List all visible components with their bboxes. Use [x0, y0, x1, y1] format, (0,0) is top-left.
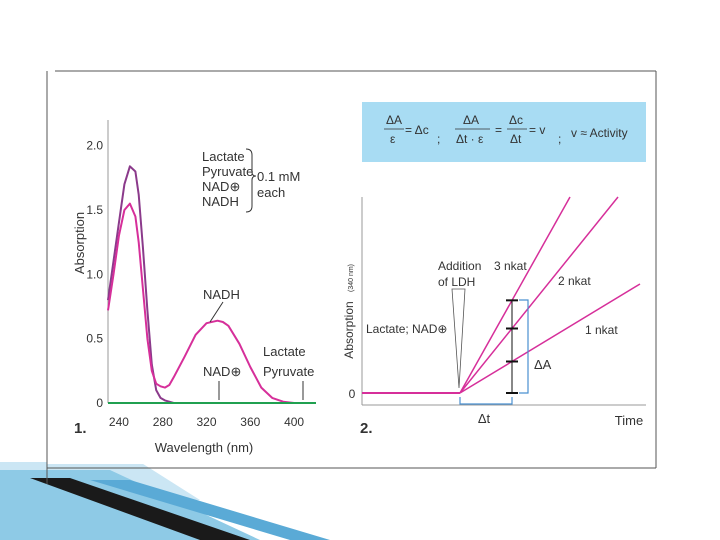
spectrum-chart: 0 0.5 1.0 1.5 2.0 240 280 320 360 400 Absorption… [72, 120, 316, 455]
legend-item-nad: NAD⊕ [202, 179, 240, 194]
formula-box: ΔA ε = Δc ; ΔA Δt · ε = Δc Δt = v ; v ≈ … [362, 102, 646, 162]
x-tick-label: 280 [153, 415, 173, 429]
legend-brace [245, 148, 257, 213]
rate-label: 2 nkat [558, 274, 591, 288]
y-axis-label: Absorption [72, 212, 87, 274]
y-tick-label: 1.5 [86, 203, 103, 217]
legend-note: 0.1 mM [257, 169, 300, 184]
panel-1-frame [47, 71, 340, 464]
delta-t-label: Δt [478, 411, 491, 426]
formula-1-numerator: ΔA [386, 113, 402, 127]
formula-2-numerator: ΔA [463, 113, 479, 127]
formula-4: v ≈ Activity [571, 126, 628, 140]
formula-2-denominator: Δt · ε [456, 132, 484, 146]
kinetics-chart: 0 Absorption (340 nm) Time 2. Lactate; N… [342, 196, 646, 437]
panel-label-2: 2. [360, 420, 373, 437]
legend: Lactate Pyruvate NAD⊕ NADH 0.1 mM each [202, 148, 300, 213]
corner-decoration [0, 462, 330, 540]
annotation-nad: NAD⊕ [203, 364, 241, 379]
rate-line-3nkat [459, 196, 571, 394]
y-tick-label: 0 [96, 396, 103, 410]
rate-line-1nkat [459, 283, 641, 394]
annotation-lactate: Lactate [263, 344, 306, 359]
formula-3-denominator: Δt [510, 132, 522, 146]
x-tick-label: 360 [240, 415, 260, 429]
legend-item-lactate: Lactate [202, 149, 245, 164]
annotation-nadh: NADH [203, 287, 240, 302]
rate-label: 1 nkat [585, 323, 618, 337]
x-axis-label: Wavelength (nm) [155, 440, 254, 455]
legend-item-nadh: NADH [202, 194, 239, 209]
ldh-addition-label-2: of LDH [438, 275, 475, 289]
x-tick-label: 240 [109, 415, 129, 429]
kinetics-y-axis-label: Absorption [342, 301, 356, 358]
legend-note-2: each [257, 185, 285, 200]
formula-1-denominator: ε [390, 132, 396, 146]
kinetics-y-tick-0: 0 [349, 387, 356, 401]
ldh-addition-label-1: Addition [438, 259, 481, 273]
y-tick-label: 1.0 [86, 267, 103, 281]
y-tick-label: 2.0 [86, 139, 103, 153]
formula-background [362, 102, 646, 162]
formula-equals: = [495, 123, 502, 137]
formula-separator-1: ; [437, 132, 440, 146]
delta-t-bracket [459, 397, 513, 405]
delta-a-bracket [519, 299, 529, 394]
rate-label: 3 nkat [494, 259, 527, 273]
formula-3-numerator: Δc [509, 113, 523, 127]
annotation-pyruvate: Pyruvate [263, 364, 314, 379]
panel-label-1: 1. [74, 420, 87, 437]
legend-item-pyruvate: Pyruvate [202, 164, 253, 179]
x-tick-label: 400 [284, 415, 304, 429]
formula-1-rhs: = Δc [405, 123, 429, 137]
delta-a-label: ΔA [534, 357, 552, 372]
ldh-addition-pointer [451, 288, 466, 389]
kinetics-x-axis-label: Time [615, 413, 643, 428]
rate-line-2nkat [459, 196, 619, 394]
baseline-label: Lactate; NAD⊕ [366, 322, 447, 336]
series-line-nadh [107, 202, 295, 404]
formula-separator-2: ; [558, 132, 561, 146]
kinetics-y-axis-label-sub: (340 nm) [348, 264, 355, 292]
formula-3-rhs: = v [529, 123, 545, 137]
x-tick-label: 320 [197, 415, 217, 429]
y-tick-label: 0.5 [86, 332, 103, 346]
